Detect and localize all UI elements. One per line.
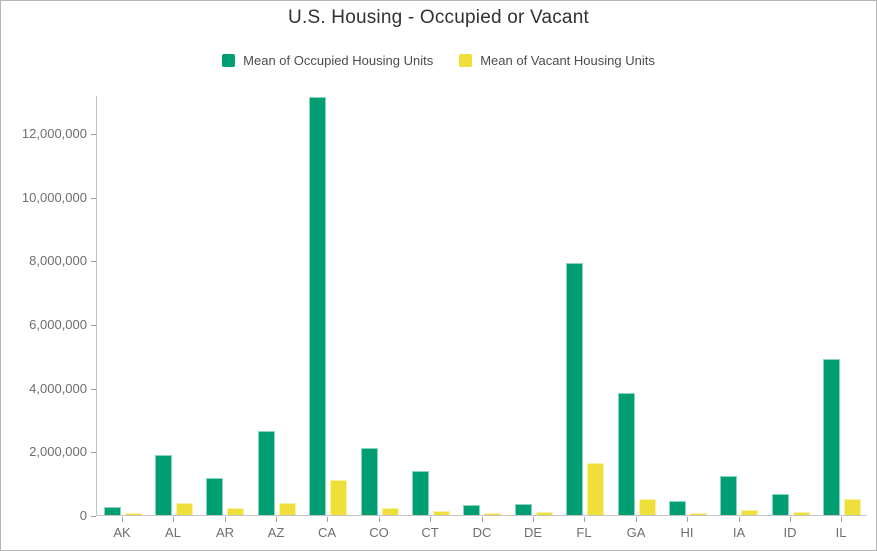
x-axis-tick xyxy=(379,517,380,522)
bar-group-DE xyxy=(508,95,559,515)
x-axis-label-ID: ID xyxy=(783,525,797,540)
x-axis-tick xyxy=(276,517,277,522)
bar-group-FL xyxy=(560,95,611,515)
plot-area xyxy=(96,96,867,516)
x-axis-tick xyxy=(225,517,226,522)
bar-group-AL xyxy=(148,95,199,515)
x-axis-label-DE: DE xyxy=(523,525,543,540)
bar-occupied-AK[interactable] xyxy=(103,507,121,515)
bar-vacant-HI[interactable] xyxy=(690,513,708,515)
x-axis-tick xyxy=(430,517,431,522)
bar-occupied-AR[interactable] xyxy=(206,478,224,515)
bar-vacant-CT[interactable] xyxy=(433,511,451,515)
x-axis-label-HI: HI xyxy=(680,525,694,540)
y-axis-tick-label: 8,000,000 xyxy=(29,253,87,269)
y-axis-tick xyxy=(91,198,96,199)
bar-vacant-ID[interactable] xyxy=(792,512,810,515)
bar-group-HI xyxy=(662,95,713,515)
bar-vacant-FL[interactable] xyxy=(587,463,605,515)
x-axis-tick xyxy=(173,517,174,522)
bar-vacant-DC[interactable] xyxy=(484,513,502,515)
x-axis-tick xyxy=(327,517,328,522)
bar-occupied-ID[interactable] xyxy=(771,494,789,515)
bar-occupied-GA[interactable] xyxy=(617,393,635,515)
x-axis-tick xyxy=(636,517,637,522)
x-axis-label-AZ: AZ xyxy=(267,525,285,540)
x-axis-tick xyxy=(584,517,585,522)
bar-group-IA xyxy=(714,95,765,515)
bar-group-DC xyxy=(457,95,508,515)
bar-occupied-CA[interactable] xyxy=(309,97,327,515)
y-axis-tick-label: 2,000,000 xyxy=(29,444,87,460)
x-axis-tick xyxy=(482,517,483,522)
bar-vacant-AK[interactable] xyxy=(124,513,142,515)
x-axis-label-DC: DC xyxy=(472,525,492,540)
legend-item-occupied: Mean of Occupied Housing Units xyxy=(222,53,433,68)
y-axis-tick-label: 6,000,000 xyxy=(29,317,87,333)
y-axis-tick-label: 10,000,000 xyxy=(21,189,87,205)
bar-occupied-AL[interactable] xyxy=(155,455,173,515)
x-axis-label-AR: AR xyxy=(215,525,235,540)
x-axis-label-AL: AL xyxy=(165,525,181,540)
chart-title: U.S. Housing - Occupied or Vacant xyxy=(288,7,589,28)
bar-occupied-FL[interactable] xyxy=(566,263,584,515)
bar-group-CO xyxy=(354,95,405,515)
bar-group-CA xyxy=(303,95,354,515)
bar-occupied-IA[interactable] xyxy=(720,476,738,515)
legend-color-swatch-icon xyxy=(459,54,473,67)
legend-color-swatch-icon xyxy=(222,54,236,67)
bar-occupied-CO[interactable] xyxy=(360,448,378,515)
legend: Mean of Occupied Housing Units Mean of Va… xyxy=(1,53,876,68)
bar-vacant-DE[interactable] xyxy=(535,512,553,515)
y-axis-tick xyxy=(91,134,96,135)
y-axis-tick xyxy=(91,516,96,517)
bar-vacant-IL[interactable] xyxy=(844,499,862,515)
x-axis-tick xyxy=(790,517,791,522)
bar-vacant-CA[interactable] xyxy=(330,480,348,515)
bar-group-AZ xyxy=(251,95,302,515)
y-axis-tick xyxy=(91,452,96,453)
y-axis-tick-label: 4,000,000 xyxy=(29,380,87,396)
y-axis-tick-label: 12,000,000 xyxy=(21,126,87,142)
bar-vacant-AR[interactable] xyxy=(227,508,245,515)
y-axis-tick xyxy=(91,261,96,262)
x-axis-tick xyxy=(533,517,534,522)
bar-vacant-IA[interactable] xyxy=(741,510,759,515)
x-axis-label-CA: CA xyxy=(317,525,337,540)
y-axis-tick-label: 0 xyxy=(79,508,87,523)
bar-vacant-AL[interactable] xyxy=(176,503,194,515)
legend-item-label: Mean of Occupied Housing Units xyxy=(243,53,434,68)
bar-occupied-IL[interactable] xyxy=(823,359,841,515)
legend-item-label: Mean of Vacant Housing Units xyxy=(480,53,655,68)
bar-group-IL xyxy=(817,95,868,515)
x-axis-label-IL: IL xyxy=(835,525,847,540)
x-axis-label-FL: FL xyxy=(576,525,592,540)
x-axis-label-CO: CO xyxy=(369,525,389,540)
legend-item-vacant: Mean of Vacant Housing Units xyxy=(459,53,655,68)
x-axis-tick xyxy=(841,517,842,522)
bar-occupied-DE[interactable] xyxy=(514,504,532,515)
x-axis-label-CT: CT xyxy=(421,525,439,540)
bar-group-AK xyxy=(97,95,148,515)
x-axis-tick xyxy=(739,517,740,522)
bar-vacant-GA[interactable] xyxy=(638,499,656,515)
bar-group-ID xyxy=(765,95,816,515)
x-axis-label-IA: IA xyxy=(732,525,746,540)
bar-occupied-AZ[interactable] xyxy=(257,431,275,515)
bar-occupied-DC[interactable] xyxy=(463,505,481,515)
bar-occupied-HI[interactable] xyxy=(669,501,687,515)
x-axis-label-AK: AK xyxy=(113,525,131,540)
bar-group-CT xyxy=(405,95,456,515)
bar-vacant-AZ[interactable] xyxy=(278,503,296,515)
bar-occupied-CT[interactable] xyxy=(412,471,430,515)
y-axis-tick xyxy=(91,389,96,390)
x-axis-tick xyxy=(687,517,688,522)
x-axis-label-GA: GA xyxy=(626,525,646,540)
bar-group-AR xyxy=(200,95,251,515)
bar-group-GA xyxy=(611,95,662,515)
y-axis-tick xyxy=(91,325,96,326)
x-axis-tick xyxy=(122,517,123,522)
bar-vacant-CO[interactable] xyxy=(381,508,399,515)
